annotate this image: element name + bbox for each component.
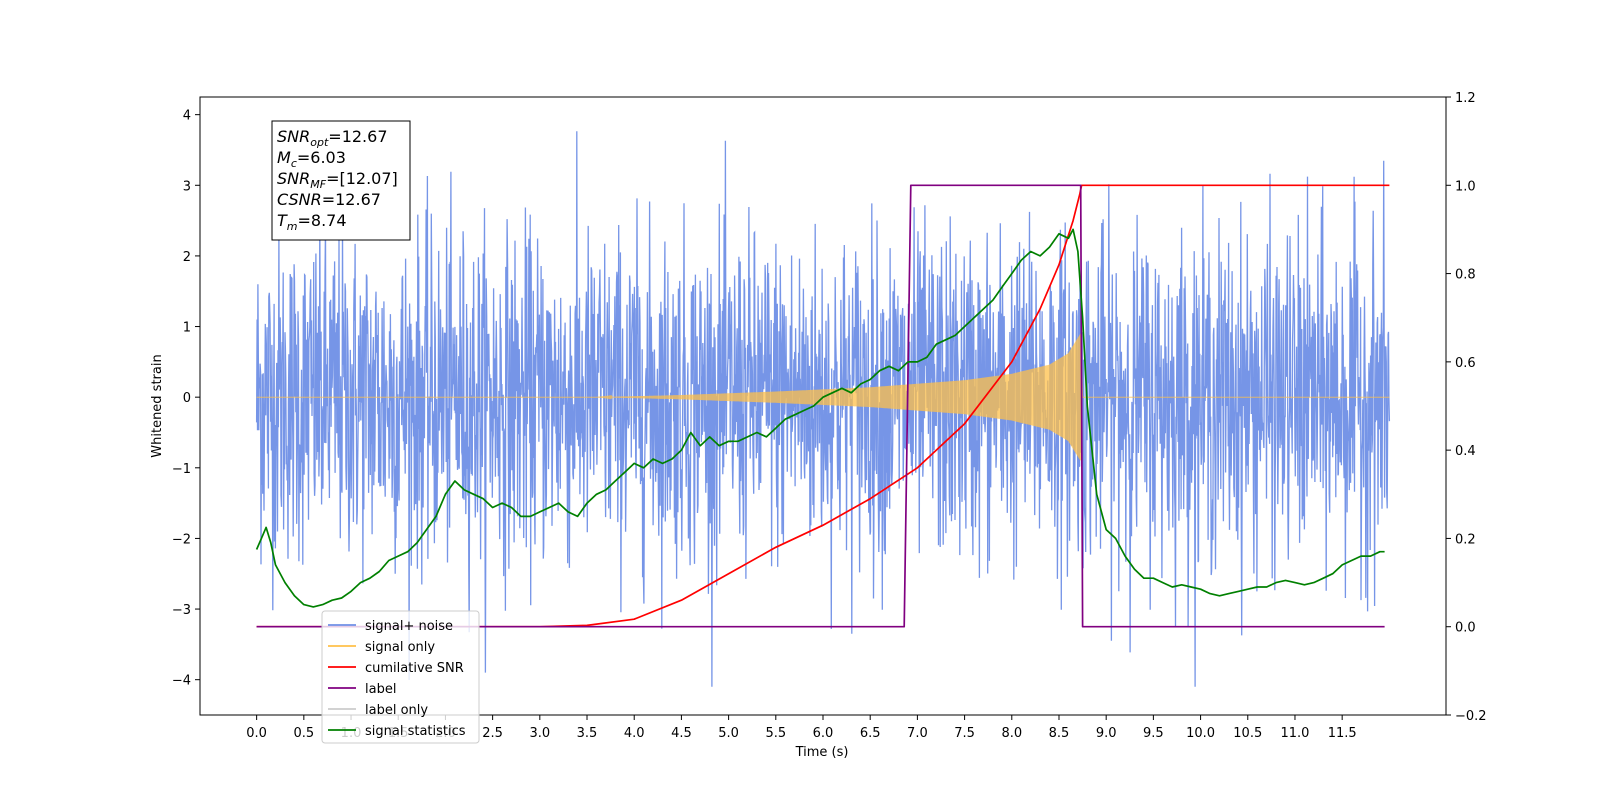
x-tick-label: 0.0 <box>246 726 267 741</box>
x-tick-label: 9.0 <box>1096 726 1117 741</box>
legend: signal+ noise signal only cumilative SNR la… <box>321 610 480 744</box>
x-tick-label: 11.5 <box>1328 726 1357 741</box>
x-tick-label: 2.5 <box>482 726 503 741</box>
legend-label: label only <box>365 703 428 718</box>
y-left-tick-label: 1 <box>183 321 191 336</box>
y-right-tick-label: 0.0 <box>1455 621 1476 636</box>
x-tick-label: 9.5 <box>1143 726 1164 741</box>
x-tick-label: 8.5 <box>1049 726 1070 741</box>
y-left-tick-label: −2 <box>172 532 191 547</box>
series-signal-statistics <box>255 228 1385 608</box>
x-tick-label: 7.0 <box>907 726 928 741</box>
info-line: SNRMF=[12.07] <box>277 169 398 191</box>
series-signal-only <box>256 333 1390 461</box>
x-tick-label: 5.5 <box>765 726 786 741</box>
series-label <box>256 184 1385 628</box>
legend-label: cumilative SNR <box>365 661 464 676</box>
y-axis-title: Whitened strain <box>150 354 165 457</box>
x-tick-label: 8.0 <box>1001 726 1022 741</box>
y-left-tick-label: −4 <box>172 674 191 689</box>
y-right-tick-label: 1.2 <box>1455 91 1476 106</box>
y-left-tick-label: −3 <box>172 603 191 618</box>
y-right-tick-label: 0.6 <box>1455 356 1476 371</box>
x-tick-label: 0.5 <box>293 726 314 741</box>
x-tick-label: 11.0 <box>1280 726 1309 741</box>
x-tick-label: 6.0 <box>813 726 834 741</box>
legend-label: signal statistics <box>365 724 466 739</box>
x-tick-label: 3.5 <box>577 726 598 741</box>
series-signal-noise <box>255 131 1391 687</box>
series-layer <box>255 131 1391 687</box>
y-left-tick-label: 4 <box>183 109 191 124</box>
y-right-tick-label: 0.2 <box>1455 532 1476 547</box>
x-tick-label: 4.0 <box>624 726 645 741</box>
legend-label: signal+ noise <box>365 619 453 634</box>
info-box-frame <box>271 120 411 241</box>
y-axis-left: −4 −3 −2 −1 0 1 2 3 4 <box>172 109 200 689</box>
y-right-tick-label: 1.0 <box>1455 179 1476 194</box>
info-box: SNRopt=12.67Mc=6.03SNRMF=[12.07]CSNR=12.… <box>271 120 411 241</box>
x-tick-label: 7.5 <box>954 726 975 741</box>
y-left-tick-label: −1 <box>172 462 191 477</box>
y-left-tick-label: 2 <box>183 250 191 265</box>
series-cumulative-snr <box>256 184 1390 628</box>
y-right-tick-label: 0.8 <box>1455 268 1476 283</box>
x-tick-label: 4.5 <box>671 726 692 741</box>
legend-box <box>321 610 480 744</box>
info-line: SNRopt=12.67 <box>277 127 388 149</box>
info-line: CSNR=12.67 <box>277 190 381 209</box>
x-tick-label: 10.0 <box>1186 726 1215 741</box>
legend-label: signal only <box>365 640 435 655</box>
x-tick-label: 6.5 <box>860 726 881 741</box>
x-tick-label: 3.0 <box>529 726 550 741</box>
y-left-tick-label: 3 <box>183 179 191 194</box>
x-axis-title: Time (s) <box>795 745 849 760</box>
x-tick-label: 5.0 <box>718 726 739 741</box>
y-left-tick-label: 0 <box>183 391 191 406</box>
x-tick-label: 10.5 <box>1233 726 1262 741</box>
y-right-tick-label: 0.4 <box>1455 444 1476 459</box>
y-right-tick-label: −0.2 <box>1455 709 1487 724</box>
info-line: Mc=6.03 <box>277 148 346 170</box>
legend-label: label <box>365 682 396 697</box>
y-axis-right: −0.2 0.0 0.2 0.4 0.6 0.8 1.0 1.2 <box>1446 91 1487 724</box>
info-line: Tm=8.74 <box>277 211 347 233</box>
